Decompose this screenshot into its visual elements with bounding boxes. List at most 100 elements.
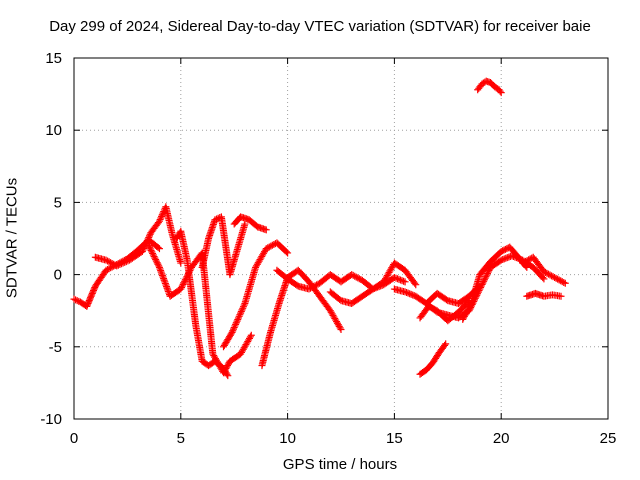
data-point xyxy=(224,372,232,380)
series-track-o xyxy=(519,253,569,287)
data-point-trail xyxy=(560,278,568,286)
data-points xyxy=(70,77,569,380)
data-point-trail xyxy=(152,257,160,265)
data-point-trail xyxy=(548,272,556,280)
data-point-trail xyxy=(552,274,560,282)
data-point xyxy=(145,242,153,250)
data-point-trail xyxy=(481,274,489,282)
data-point-trail xyxy=(156,216,164,224)
data-point xyxy=(138,247,146,255)
data-point-trail xyxy=(520,258,528,266)
y-tick-label: 10 xyxy=(45,122,62,139)
data-point-trail xyxy=(139,246,147,254)
data-point-trail xyxy=(107,259,115,267)
data-point-trail xyxy=(72,296,80,304)
data-point-trail xyxy=(477,283,485,291)
data-point-trail xyxy=(483,271,491,279)
data-point xyxy=(497,256,505,264)
data-point xyxy=(284,249,292,257)
data-point xyxy=(540,268,548,276)
data-point-trail xyxy=(393,275,401,283)
data-point-trail xyxy=(485,266,493,274)
data-point xyxy=(113,262,121,270)
data-point-trail xyxy=(541,269,549,277)
data-point-trail xyxy=(558,278,566,286)
data-point-trail xyxy=(104,265,112,273)
data-point-trail xyxy=(143,237,151,245)
data-point-trail xyxy=(409,291,417,299)
chart-title: Day 299 of 2024, Sidereal Day-to-day VTE… xyxy=(49,18,591,35)
data-point-trail xyxy=(155,262,163,270)
axis-ticks xyxy=(73,57,609,420)
series-track-f xyxy=(230,213,270,234)
data-point-trail xyxy=(392,274,400,282)
data-point-trail xyxy=(313,281,321,289)
data-point-trail xyxy=(145,233,153,241)
axis-tick-labels: 0 5 10 15 20 25 -10 -5 0 5 10 15 xyxy=(40,50,616,447)
data-point xyxy=(177,259,185,267)
data-point-trail xyxy=(496,87,504,95)
data-point-trail xyxy=(236,311,244,319)
data-point-trail xyxy=(237,309,245,317)
data-point-trail xyxy=(397,276,405,284)
data-point-trail xyxy=(544,270,552,278)
y-tick-label: 15 xyxy=(45,50,62,67)
data-point-trail xyxy=(349,271,357,279)
series-track-i xyxy=(273,266,409,293)
data-point-trail xyxy=(406,290,414,298)
data-point-trail xyxy=(282,248,290,256)
series-track-g xyxy=(220,239,292,351)
series-track-n xyxy=(459,243,531,323)
data-point-trail xyxy=(151,254,159,262)
data-point-trail xyxy=(395,275,403,283)
data-point-trail xyxy=(557,277,565,285)
data-point xyxy=(551,273,559,281)
data-point-trail xyxy=(178,283,186,291)
data-point xyxy=(497,89,505,97)
data-point-trail xyxy=(157,214,165,222)
data-point-trail xyxy=(352,273,360,281)
data-point-trail xyxy=(124,257,132,265)
data-point-trail xyxy=(398,277,406,285)
data-point xyxy=(262,226,270,234)
data-point-trail xyxy=(484,268,492,276)
data-point-trail xyxy=(546,271,554,279)
data-point-trail xyxy=(121,258,129,266)
y-tick-label: 0 xyxy=(54,267,62,284)
data-point-trail xyxy=(178,282,186,290)
data-point-trail xyxy=(110,260,118,268)
data-point-trail xyxy=(233,317,241,325)
data-point-trail xyxy=(153,259,161,267)
data-point-trail xyxy=(522,257,530,265)
data-point-trail xyxy=(265,243,273,251)
data-point xyxy=(476,285,484,293)
data-point-trail xyxy=(230,324,238,332)
data-point-trail xyxy=(154,260,162,268)
y-axis-label: SDTVAR / TECUs xyxy=(3,177,21,299)
data-point-trail xyxy=(351,272,359,280)
data-point xyxy=(70,295,78,303)
data-point xyxy=(211,216,219,224)
data-point-trail xyxy=(482,273,490,281)
data-point-trail xyxy=(234,314,242,322)
data-point xyxy=(442,340,450,348)
data-point-trail xyxy=(154,244,162,252)
data-point-trail xyxy=(114,261,122,269)
data-point-trail xyxy=(180,279,188,287)
data-point-trail xyxy=(310,283,318,291)
data-point xyxy=(557,292,565,300)
data-point-trail xyxy=(549,273,557,281)
data-point-trail xyxy=(246,333,254,341)
data-point-trail xyxy=(118,260,126,268)
data-point-trail xyxy=(240,301,248,309)
data-point xyxy=(177,285,185,293)
data-point-trail xyxy=(239,304,247,312)
data-point xyxy=(305,285,313,293)
data-point-trail xyxy=(500,255,508,263)
series-track-j xyxy=(326,259,420,307)
y-tick-label: -5 xyxy=(49,339,62,356)
data-point-trail xyxy=(525,256,533,264)
data-point-trail xyxy=(311,282,319,290)
data-point-trail xyxy=(499,256,507,264)
